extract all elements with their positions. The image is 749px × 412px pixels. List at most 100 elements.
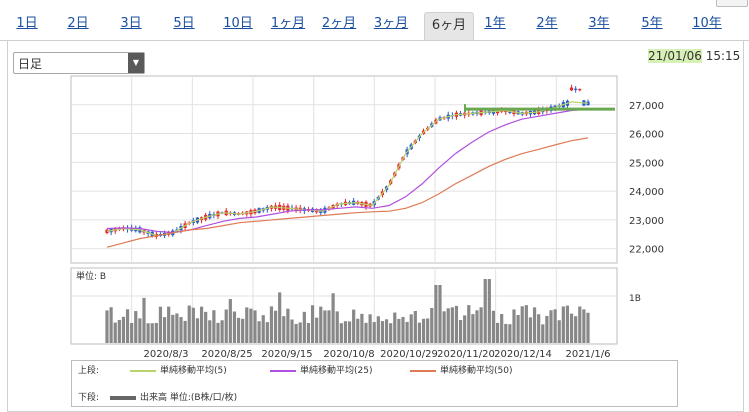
- volume-bar: [134, 311, 138, 343]
- x-tick-label: 2020/8/3: [144, 349, 189, 360]
- volume-bar: [154, 322, 158, 343]
- volume-bar: [528, 317, 533, 343]
- volume-bar: [195, 318, 200, 343]
- volume-bar: [232, 311, 237, 343]
- tab-9[interactable]: 1年: [484, 16, 506, 31]
- volume-bar: [508, 324, 512, 343]
- ma50-swatch: [410, 369, 436, 372]
- volume-bar: [500, 313, 504, 343]
- volume-bar: [475, 310, 479, 343]
- legend-lower-row: 下段:: [78, 392, 99, 404]
- timestamp: 21/01/06 15:15: [648, 49, 740, 63]
- volume-bar: [253, 310, 257, 343]
- volume-bar: [495, 322, 500, 343]
- tab-2[interactable]: 3日: [120, 16, 142, 31]
- tab-0[interactable]: 1日: [16, 16, 38, 31]
- volume-bar: [113, 322, 117, 343]
- legend: 上段: 単純移動平均(5) 単純移動平均(25) 単純移動平均(50) 下段: …: [71, 360, 678, 407]
- ma-line-2: [106, 137, 589, 248]
- volume-bar: [541, 324, 545, 343]
- tab-5[interactable]: 1ヶ月: [270, 16, 306, 31]
- volume-bar: [138, 318, 142, 343]
- tab-4[interactable]: 10日: [223, 16, 253, 31]
- volume-bar: [491, 310, 496, 343]
- volume-bar: [142, 297, 146, 343]
- y-tick-label: 23,000: [629, 216, 664, 227]
- volume-bar: [294, 323, 298, 343]
- y-tick-label: 24,000: [629, 187, 664, 198]
- tab-3[interactable]: 5日: [173, 16, 195, 31]
- period-select[interactable]: 日足 ▼: [13, 52, 145, 74]
- volume-bar: [236, 317, 241, 343]
- tab-12[interactable]: 5年: [641, 16, 663, 31]
- y-tick-label: 26,000: [629, 130, 664, 141]
- volume-swatch: [110, 395, 136, 400]
- price-grid: [71, 76, 617, 263]
- volume-bar: [532, 307, 537, 343]
- tab-6[interactable]: 2ヶ月: [321, 16, 357, 31]
- volume-bar: [306, 322, 311, 343]
- volume-tick-label: 1B: [629, 294, 641, 304]
- candle-body: [586, 101, 590, 106]
- volume-bar: [130, 322, 134, 343]
- volume-bar: [212, 310, 216, 343]
- volume-bar: [421, 318, 426, 343]
- tab-7[interactable]: 3ヶ月: [373, 16, 409, 31]
- tab-1[interactable]: 2日: [67, 16, 89, 31]
- volume-bar: [360, 313, 364, 343]
- tab-11[interactable]: 3年: [588, 16, 610, 31]
- volume-bar: [442, 311, 446, 343]
- volume-bar: [146, 323, 150, 343]
- volume-bar: [561, 306, 565, 343]
- tab-13[interactable]: 10年: [692, 16, 722, 31]
- candle-body: [569, 87, 574, 91]
- volume-bar: [199, 306, 204, 343]
- volume-bar: [319, 306, 323, 343]
- legend-item-label: 単純移動平均(25): [300, 366, 373, 376]
- volume-bar: [171, 314, 175, 343]
- volume-bar: [216, 322, 220, 343]
- volume-bar: [450, 307, 454, 343]
- ma5-swatch: [130, 369, 156, 372]
- volume-bar: [273, 310, 278, 343]
- volume-bar: [545, 315, 549, 343]
- volume-bar: [335, 311, 339, 343]
- price-y-axis: 27,000 26,000 25,000 24,000 23,000 22,000: [629, 101, 664, 256]
- volume-bar: [454, 305, 459, 343]
- volume-bar: [125, 309, 130, 343]
- volume-bar: [327, 310, 331, 343]
- volume-bar: [286, 308, 290, 343]
- tab-8[interactable]: 6ヶ月: [424, 12, 474, 40]
- volume-bar: [463, 315, 467, 343]
- volume-bar: [175, 313, 179, 343]
- volume-bar: [586, 312, 590, 343]
- period-select-value: 日足: [18, 57, 43, 71]
- volume-bar: [364, 322, 368, 343]
- volume-bar: [191, 307, 195, 343]
- tab-10[interactable]: 2年: [536, 16, 558, 31]
- volume-bar: [504, 323, 508, 343]
- volume-unit-label: 単位: B: [76, 270, 106, 282]
- volume-bar: [204, 311, 208, 343]
- legend-item-label: 出来高 単位:(B株/口/枚): [140, 393, 238, 403]
- x-tick-label: 2021/1/6: [566, 349, 611, 360]
- x-tick-label: 2020/8/25: [201, 349, 252, 360]
- volume-bar: [553, 309, 557, 343]
- volume-bar: [397, 318, 401, 343]
- x-tick-label: 2020/10/29: [380, 349, 438, 360]
- legend-item-label: 単純移動平均(50): [440, 366, 513, 376]
- volume-bar: [417, 322, 422, 343]
- volume-bar: [368, 314, 372, 343]
- volume-bar: [158, 306, 163, 343]
- volume-bar: [282, 316, 286, 343]
- volume-bar: [430, 307, 434, 343]
- candle-body: [574, 88, 578, 90]
- volume-bar: [105, 310, 109, 343]
- volume-bar: [352, 309, 356, 343]
- top-right-button[interactable]: [716, 0, 748, 7]
- volume-bar: [162, 317, 167, 343]
- timestamp-time: 15:15: [705, 49, 741, 63]
- volume-bar: [347, 321, 352, 343]
- volume-bar: [574, 316, 578, 343]
